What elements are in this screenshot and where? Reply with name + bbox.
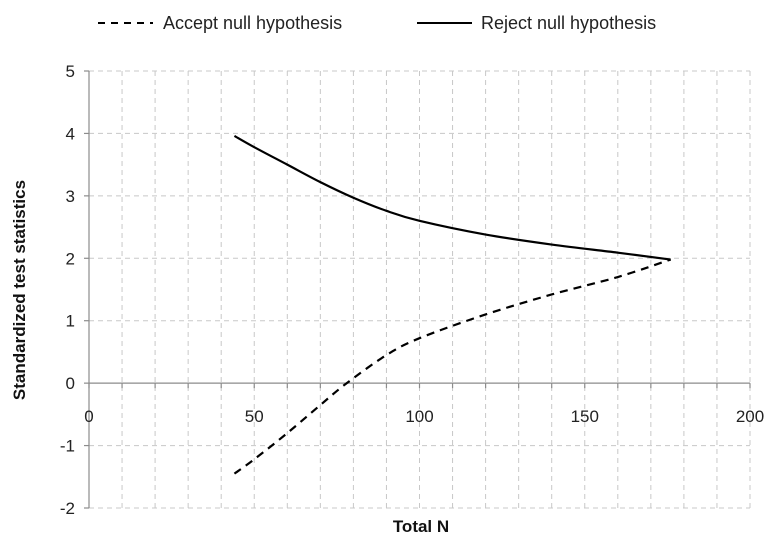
series-lines xyxy=(233,134,672,475)
x-axis-title: Total N xyxy=(393,517,449,534)
x-tick-label: 0 xyxy=(84,407,93,426)
y-tick-label: 4 xyxy=(66,124,75,143)
legend-label-accept: Accept null hypothesis xyxy=(163,13,342,33)
legend-label-reject: Reject null hypothesis xyxy=(481,13,656,33)
series-line-accept xyxy=(233,258,672,475)
y-axis-title: Standardized test statistics xyxy=(10,180,29,400)
x-tick-label: 200 xyxy=(736,407,764,426)
y-tick-label: 2 xyxy=(66,249,75,268)
y-tick-label: -2 xyxy=(60,499,75,518)
x-tick-label: 150 xyxy=(571,407,599,426)
y-tick-label: 5 xyxy=(66,62,75,81)
legend: Accept null hypothesis Reject null hypot… xyxy=(98,13,656,33)
axes xyxy=(84,70,751,509)
y-tick-label: 3 xyxy=(66,187,75,206)
grid xyxy=(89,70,751,509)
series-line-reject xyxy=(233,134,671,261)
y-tick-label: 0 xyxy=(66,374,75,393)
x-tick-label: 100 xyxy=(405,407,433,426)
y-tick-label: -1 xyxy=(60,437,75,456)
x-tick-label: 50 xyxy=(245,407,264,426)
y-tick-label: 1 xyxy=(66,312,75,331)
